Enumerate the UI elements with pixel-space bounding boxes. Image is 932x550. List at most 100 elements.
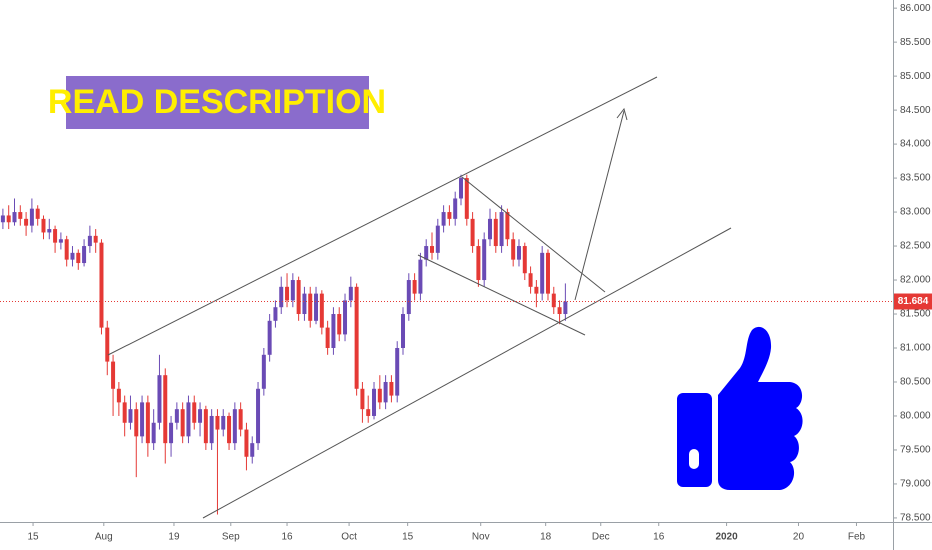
candle-body: [70, 252, 75, 260]
y-tick-label: 81.000: [900, 343, 931, 354]
candle-body: [122, 402, 127, 423]
candle-body: [151, 422, 156, 444]
candle-body: [406, 280, 411, 315]
overlay: 81.684: [0, 293, 932, 310]
y-tick-label: 84.500: [900, 105, 931, 116]
candle-body: [18, 212, 23, 219]
candle-body: [401, 314, 406, 348]
candle-body: [41, 218, 46, 233]
candle-body: [337, 314, 342, 335]
candle-body: [12, 212, 17, 223]
y-tick-label: 83.500: [900, 173, 931, 184]
candle-body: [522, 246, 527, 274]
candle-body: [221, 415, 226, 430]
candle-body: [290, 280, 295, 301]
candle-body: [87, 235, 92, 247]
candle-body: [557, 307, 562, 315]
y-tick-label: 80.500: [900, 377, 931, 388]
candle-body: [395, 348, 400, 396]
x-tick-label: Sep: [222, 532, 240, 543]
candle-body: [314, 293, 319, 321]
candle-body: [29, 208, 34, 226]
candle-body: [499, 212, 504, 247]
candle-body: [105, 327, 110, 362]
candle-body: [261, 354, 266, 389]
candle-body: [528, 273, 533, 287]
candle-body: [447, 212, 452, 219]
candle-body: [383, 381, 388, 403]
thumb-hand: [718, 326, 803, 490]
candle-body: [140, 402, 145, 437]
candle-body: [128, 409, 133, 423]
candle-body: [82, 246, 87, 264]
candle-body: [470, 218, 475, 247]
candle-body: [134, 409, 139, 437]
candle-body: [493, 218, 498, 247]
thumb-dot: [689, 449, 699, 469]
last-price-box: [894, 293, 932, 310]
candle-body: [319, 293, 324, 328]
candle-body: [0, 215, 5, 223]
candle-body: [47, 229, 52, 233]
x-tick-label: 2020: [715, 532, 738, 543]
candle-body: [343, 300, 348, 335]
candle-body: [64, 239, 69, 260]
candle-body: [227, 415, 232, 444]
candle-body: [116, 388, 121, 403]
candle-body: [545, 252, 550, 294]
candle-body: [389, 381, 394, 396]
y-tick-label: 85.500: [900, 37, 931, 48]
y-tick-label: 79.500: [900, 445, 931, 456]
candle-body: [366, 409, 371, 416]
x-tick-label: 15: [27, 532, 39, 543]
x-tick-label: 20: [793, 532, 805, 543]
y-tick-label: 82.500: [900, 241, 931, 252]
x-tick-label: Oct: [341, 532, 357, 543]
y-tick-label: 83.000: [900, 207, 931, 218]
x-tick-label: 16: [653, 532, 665, 543]
candle-body: [215, 415, 220, 430]
candle-body: [180, 409, 185, 437]
flag-lower: [417, 254, 586, 336]
channel-lower: [202, 227, 732, 519]
candle-body: [279, 286, 284, 308]
annotation: READ DESCRIPTION: [48, 76, 386, 129]
candle-body: [58, 239, 63, 243]
candle-body: [441, 212, 446, 226]
y-tick-label: 86.000: [900, 3, 931, 14]
y-tick-label: 78.500: [900, 513, 931, 524]
candle-body: [53, 229, 58, 243]
annotation-text: READ DESCRIPTION: [48, 83, 386, 121]
candle-body: [93, 235, 98, 243]
flag-upper: [461, 176, 606, 293]
thumb-cuff: [677, 393, 712, 487]
candle-body: [76, 252, 81, 264]
candle-body: [511, 239, 516, 260]
candle-body: [111, 361, 116, 389]
candle-body: [505, 212, 510, 240]
x-tick-label: Feb: [848, 532, 866, 543]
candle-body: [203, 409, 208, 444]
thumbs-up-icon: [677, 326, 803, 490]
candle-body: [540, 252, 545, 294]
x-tick-label: 18: [540, 532, 552, 543]
y-tick-label: 79.000: [900, 479, 931, 490]
candle-body: [453, 198, 458, 219]
candle-body: [302, 293, 307, 315]
candle-body: [435, 225, 440, 253]
candle-body: [35, 208, 40, 219]
x-tick-label: 19: [168, 532, 180, 543]
candle-body: [186, 402, 191, 437]
candle-body: [209, 415, 214, 444]
candle-body: [232, 409, 237, 444]
x-tick-label: 16: [281, 532, 293, 543]
candle-body: [354, 286, 359, 389]
candle-body: [516, 246, 521, 260]
y-tick-label: 84.000: [900, 139, 931, 150]
candle-body: [372, 388, 377, 416]
candle-body: [464, 178, 469, 219]
last-price-label: 81.684: [898, 296, 929, 307]
candle-body: [487, 218, 492, 240]
candle-body: [174, 409, 179, 423]
